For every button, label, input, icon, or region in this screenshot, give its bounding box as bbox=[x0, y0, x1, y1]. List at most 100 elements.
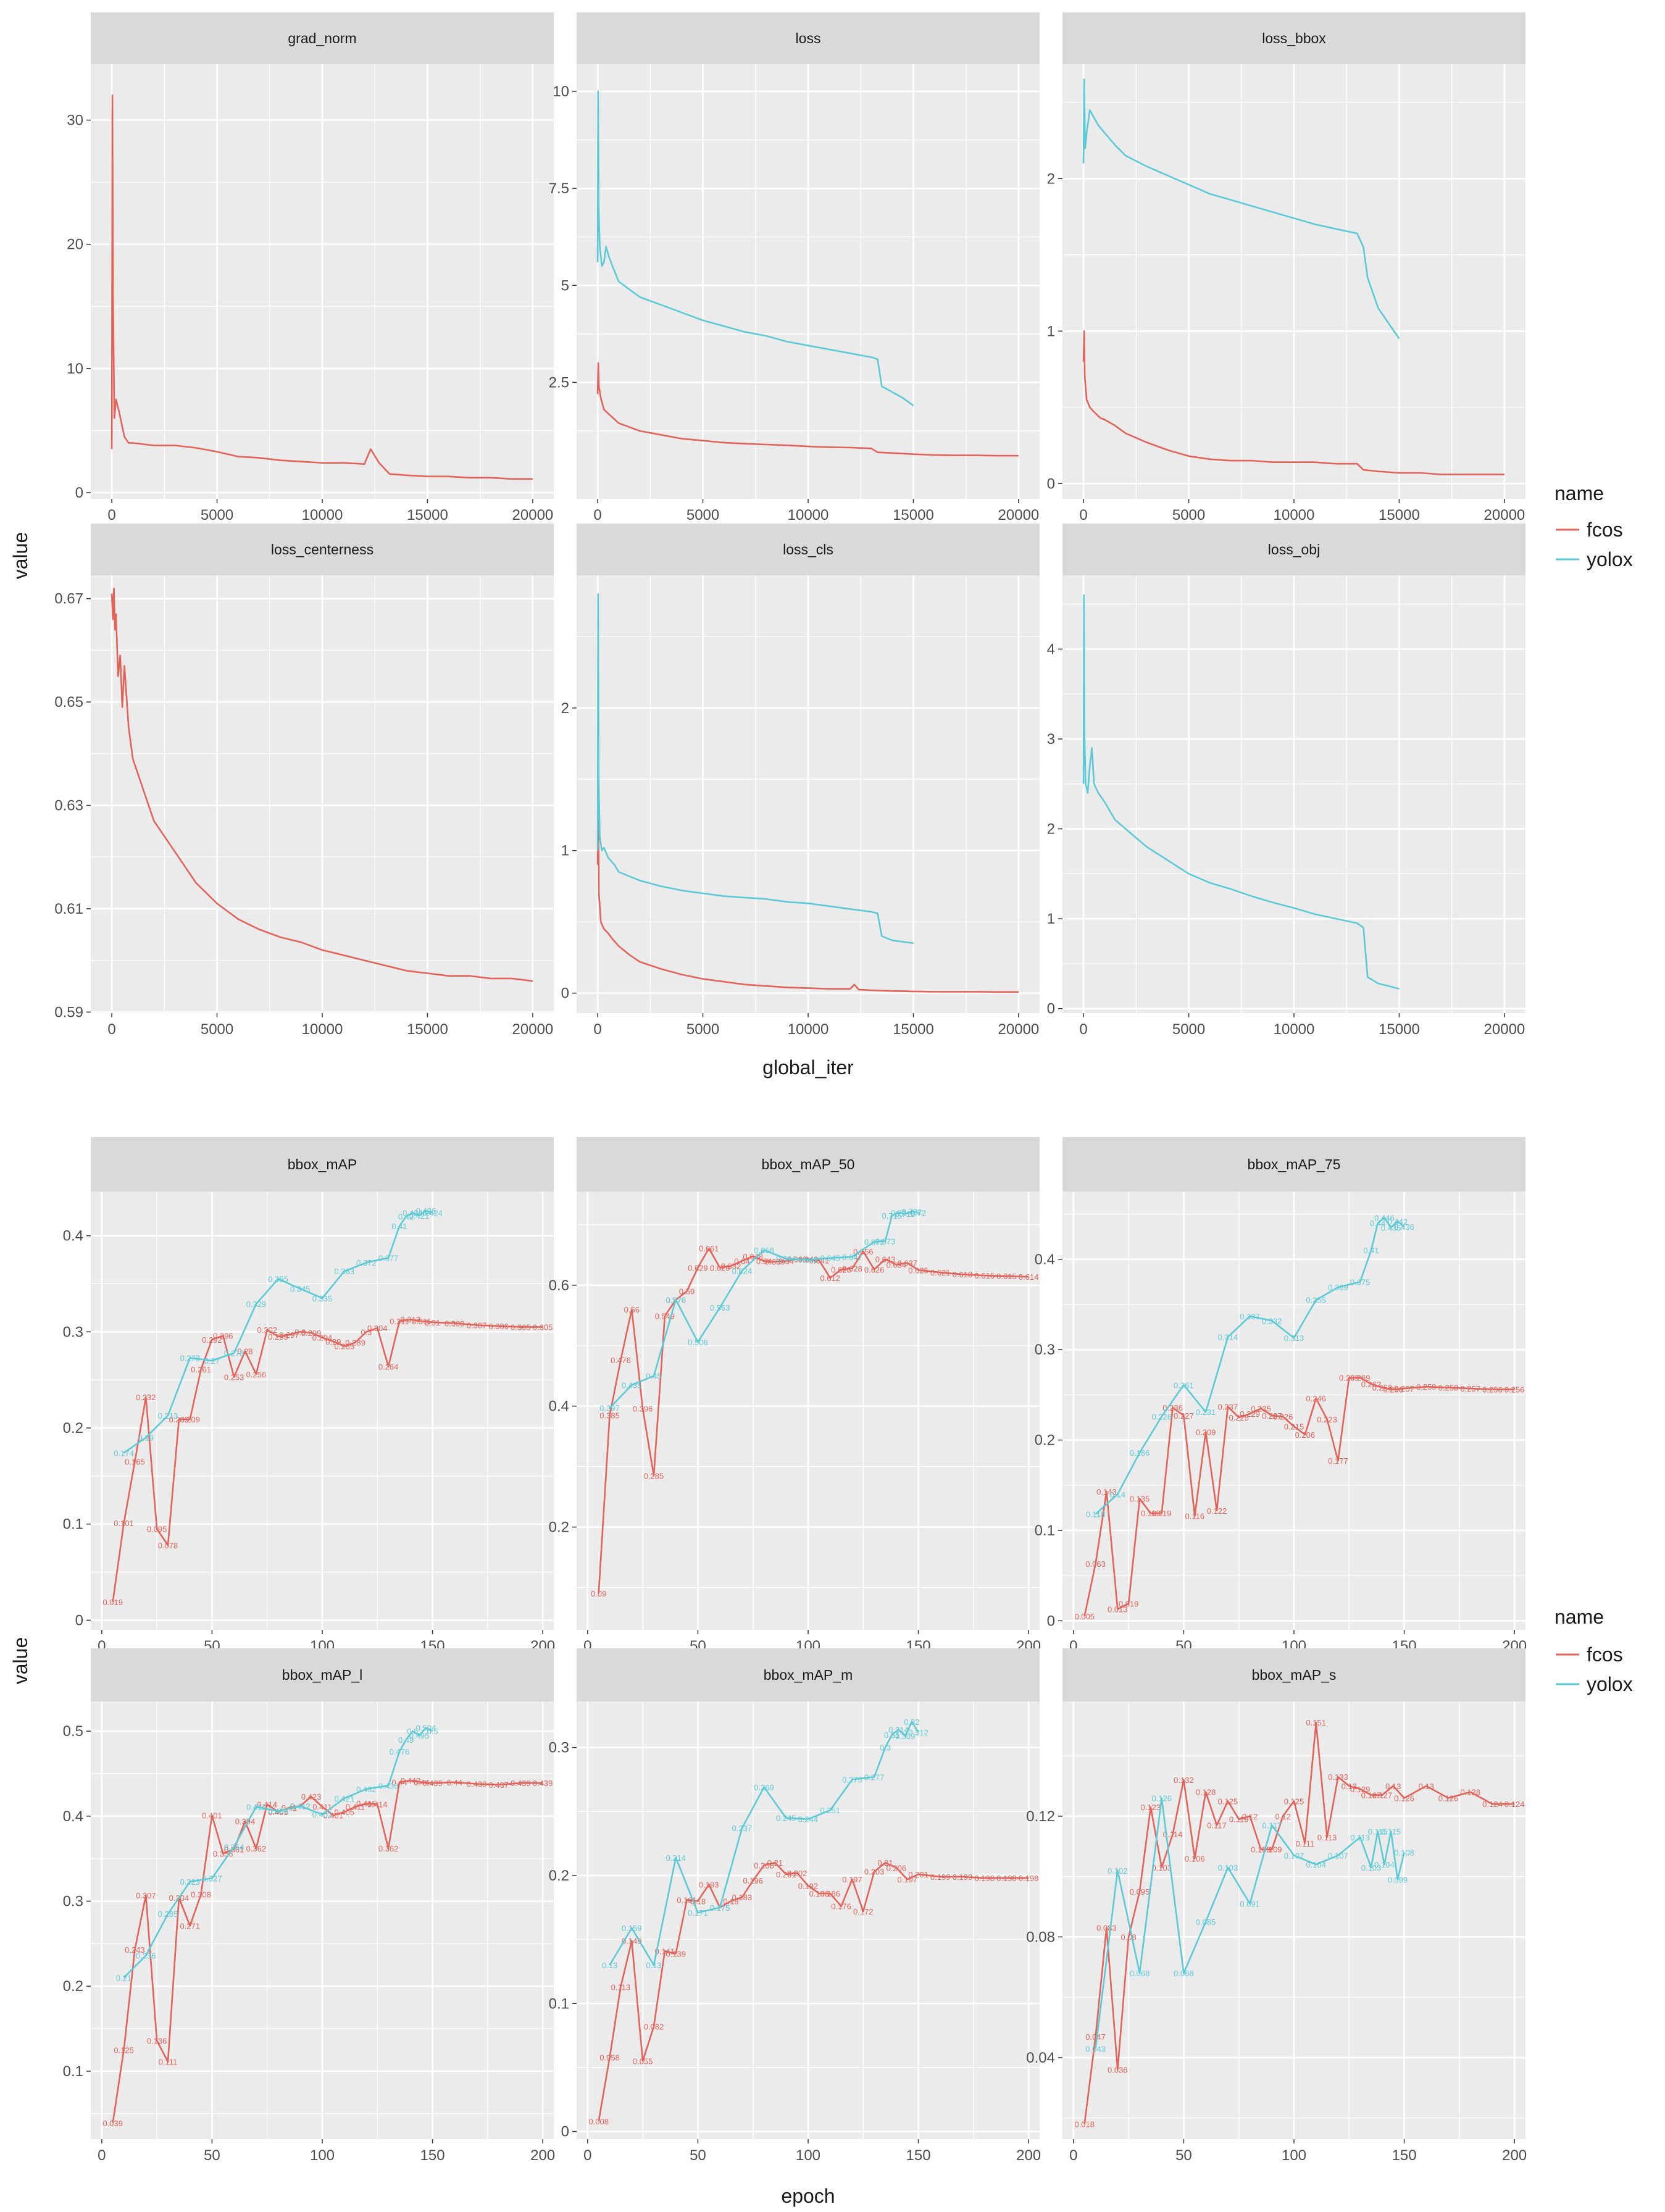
data-label-yolox: 0.277 bbox=[864, 1772, 885, 1782]
data-label-yolox: 0.446 bbox=[1374, 1213, 1395, 1222]
data-label-fcos: 0.135 bbox=[1130, 1495, 1150, 1504]
y-tick-label: 1 bbox=[1047, 323, 1055, 340]
panel-grid bbox=[91, 575, 554, 1013]
data-label-yolox: 0.13 bbox=[646, 1961, 661, 1970]
legend-label-yolox: yolox bbox=[1587, 548, 1633, 570]
data-label-fcos: 0.201 bbox=[776, 1870, 796, 1879]
x-tick-label: 5000 bbox=[686, 1021, 719, 1038]
y-tick-label: 0.6 bbox=[549, 1277, 569, 1294]
data-label-yolox: 0.13 bbox=[602, 1961, 617, 1970]
y-tick-label: 4 bbox=[1047, 641, 1055, 657]
x-tick-label: 10000 bbox=[788, 507, 829, 524]
y-tick-label: 3 bbox=[1047, 731, 1055, 748]
data-label-fcos: 0.08 bbox=[1120, 1932, 1136, 1942]
data-label-fcos: 0.305 bbox=[511, 1323, 531, 1332]
data-label-fcos: 0.411 bbox=[346, 1803, 365, 1812]
data-label-yolox: 0.624 bbox=[732, 1266, 753, 1275]
data-label-fcos: 0.192 bbox=[798, 1882, 819, 1891]
data-label-yolox: 0.5 bbox=[407, 1727, 418, 1736]
data-label-fcos: 0.139 bbox=[666, 1949, 686, 1958]
data-label-fcos: 0.227 bbox=[1262, 1411, 1282, 1421]
data-label-fcos: 0.256 bbox=[1504, 1385, 1525, 1395]
panel-strip bbox=[577, 12, 1040, 64]
data-label-yolox: 0.335 bbox=[312, 1294, 333, 1303]
data-label-yolox: 0.32 bbox=[904, 1717, 919, 1727]
data-label-fcos: 0.438 bbox=[467, 1780, 487, 1789]
data-label-yolox: 0.44 bbox=[1370, 1219, 1385, 1228]
data-label-fcos: 0.18 bbox=[723, 1897, 738, 1906]
y-tick-label: 0 bbox=[1047, 1613, 1055, 1629]
data-label-yolox: 0.722 bbox=[902, 1207, 922, 1216]
data-label-fcos: 0.656 bbox=[853, 1247, 874, 1256]
data-label-yolox: 0.397 bbox=[599, 1404, 620, 1413]
data-label-fcos: 0.31 bbox=[425, 1318, 440, 1327]
series-line-yolox bbox=[1095, 1217, 1405, 1515]
data-label-fcos: 0.305 bbox=[533, 1323, 553, 1332]
data-label-fcos: 0.618 bbox=[953, 1270, 973, 1279]
y-tick-label: 0.12 bbox=[1026, 1808, 1055, 1825]
data-label-fcos: 0.626 bbox=[864, 1265, 885, 1274]
panel-title: bbox_mAP bbox=[288, 1156, 357, 1172]
data-label-yolox: 0.314 bbox=[1218, 1333, 1238, 1342]
data-label-fcos: 0.21 bbox=[877, 1858, 893, 1868]
data-label-fcos: 0.44 bbox=[391, 1778, 407, 1787]
y-tick-label: 0.1 bbox=[63, 2063, 83, 2080]
x-tick-label: 15000 bbox=[407, 507, 448, 524]
data-label-fcos: 0.396 bbox=[633, 1404, 653, 1414]
data-label-fcos: 0.311 bbox=[390, 1317, 409, 1326]
x-tick-label: 150 bbox=[906, 2147, 931, 2164]
data-label-fcos: 0.082 bbox=[644, 2022, 664, 2032]
data-label-yolox: 0.31 bbox=[884, 1730, 899, 1740]
data-label-yolox: 0.435 bbox=[1381, 1224, 1401, 1233]
data-label-fcos: 0.193 bbox=[699, 1880, 719, 1889]
panel-loss-centerness: loss_centerness 0 5000 10000 15000 20000 0.59 0… bbox=[54, 524, 554, 1038]
data-label-fcos: 0.149 bbox=[622, 1937, 642, 1946]
series-line-yolox bbox=[596, 593, 914, 945]
data-label-fcos: 0.439 bbox=[511, 1779, 531, 1788]
x-tick-label: 5000 bbox=[686, 507, 719, 524]
data-label-yolox: 0.043 bbox=[1085, 2044, 1106, 2053]
data-label-fcos: 0.209 bbox=[169, 1415, 190, 1424]
data-label-fcos: 0.295 bbox=[268, 1332, 288, 1342]
data-label-yolox: 0.375 bbox=[1350, 1277, 1371, 1287]
data-label-fcos: 0.197 bbox=[897, 1875, 917, 1884]
x-axis-title: global_iter bbox=[762, 1056, 854, 1079]
y-tick-label: 0.65 bbox=[54, 694, 83, 711]
series-line-yolox bbox=[596, 90, 914, 407]
panel-loss: loss 0 5000 10000 15000 20000 2.5 5 7.5 10 bbox=[549, 12, 1040, 524]
data-label-fcos: 0.292 bbox=[202, 1335, 222, 1345]
data-label-fcos: 0.172 bbox=[853, 1907, 874, 1916]
data-label-fcos: 0.008 bbox=[588, 2117, 609, 2126]
data-label-fcos: 0.259 bbox=[1416, 1382, 1437, 1392]
data-label-fcos: 0.13 bbox=[1419, 1782, 1434, 1791]
data-label-yolox: 0.175 bbox=[710, 1903, 730, 1913]
data-label-fcos: 0.232 bbox=[136, 1393, 156, 1402]
data-label-yolox: 0.159 bbox=[622, 1924, 642, 1933]
data-label-yolox: 0.647 bbox=[842, 1253, 862, 1262]
data-label-fcos: 0.44 bbox=[447, 1778, 462, 1787]
data-label-fcos: 0.225 bbox=[1229, 1413, 1249, 1422]
y-tick-label: 0.2 bbox=[549, 1868, 569, 1884]
data-label-yolox: 0.245 bbox=[776, 1814, 796, 1823]
x-tick-label: 50 bbox=[690, 2147, 706, 2164]
data-label-fcos: 0.411 bbox=[312, 1803, 332, 1812]
series-line-fcos bbox=[1083, 1377, 1515, 1617]
data-label-yolox: 0.41 bbox=[391, 1222, 407, 1231]
x-tick-label: 100 bbox=[1282, 2147, 1306, 2164]
data-label-fcos: 0.119 bbox=[1141, 1509, 1161, 1518]
data-label-fcos: 0.111 bbox=[1296, 1839, 1315, 1848]
x-tick-label: 50 bbox=[204, 2147, 220, 2164]
data-label-fcos: 0.414 bbox=[257, 1800, 277, 1809]
data-label-yolox: 0.644 bbox=[776, 1254, 796, 1264]
data-label-fcos: 0.628 bbox=[842, 1264, 862, 1273]
y-tick-label: 7.5 bbox=[549, 180, 569, 197]
panel-grid bbox=[1062, 1192, 1525, 1630]
x-tick-label: 0 bbox=[107, 507, 115, 524]
data-label-fcos: 0.019 bbox=[102, 1598, 123, 1607]
data-label-fcos: 0.256 bbox=[1383, 1385, 1403, 1395]
data-label-fcos: 0.621 bbox=[930, 1268, 951, 1277]
data-label-fcos: 0.095 bbox=[147, 1525, 167, 1534]
data-label-fcos: 0.28 bbox=[237, 1346, 252, 1356]
x-tick-label: 0 bbox=[98, 2147, 106, 2164]
